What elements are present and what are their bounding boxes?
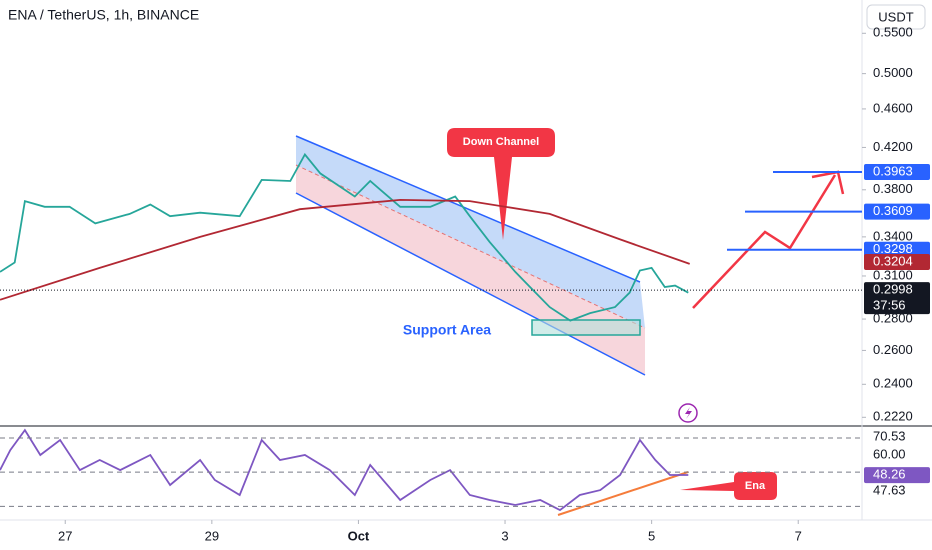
y-tick-label: 0.4600 xyxy=(873,100,913,115)
level-tag-bg xyxy=(864,164,930,181)
ma-tag: 0.3204 xyxy=(873,253,913,268)
y-tick-label: 0.2400 xyxy=(873,376,913,391)
projection-arrow xyxy=(692,174,837,309)
arrow-head xyxy=(811,170,845,195)
x-tick-label: 3 xyxy=(501,528,508,543)
rsi-tag: 60.00 xyxy=(873,446,906,461)
currency-label[interactable]: USDT xyxy=(878,9,913,24)
x-tick-label: Oct xyxy=(348,528,370,543)
callout-box xyxy=(447,128,555,240)
event-icon-bolt xyxy=(685,407,692,419)
last-price: 0.2998 xyxy=(873,282,913,297)
chart-title: ENA / TetherUS, 1h, BINANCE xyxy=(8,7,199,23)
x-tick-label: 29 xyxy=(205,528,219,543)
y-tick-label: 0.5500 xyxy=(873,25,913,40)
x-tick-label: 27 xyxy=(58,528,72,543)
series-line xyxy=(0,428,689,512)
countdown: 37:56 xyxy=(873,298,906,313)
channel-upper xyxy=(296,136,645,328)
y-tick-label: 0.3400 xyxy=(873,228,913,243)
y-tick-label: 0.4200 xyxy=(873,139,913,154)
level-tag-bg xyxy=(864,203,930,220)
callout-box xyxy=(680,472,777,500)
event-icon[interactable] xyxy=(678,403,698,423)
y-tick-label: 0.2220 xyxy=(873,409,913,424)
rsi-tag: 48.26 xyxy=(873,467,906,482)
y-tick-label: 0.5000 xyxy=(873,65,913,80)
rsi-tag-bg xyxy=(864,467,930,484)
support-box xyxy=(531,319,641,336)
channel-top xyxy=(295,135,641,283)
channel-bottom xyxy=(295,192,646,376)
level-tag-bg xyxy=(864,241,930,258)
rsi-tag: 47.63 xyxy=(873,483,906,498)
annotation: Ena xyxy=(745,480,766,492)
ma-tag-bg xyxy=(864,254,930,271)
annotation: Down Channel xyxy=(463,136,539,148)
y-tick-label: 0.3100 xyxy=(873,267,913,282)
x-tick-label: 5 xyxy=(648,528,655,543)
level-tag: 0.3963 xyxy=(873,163,913,178)
x-tick-label: 7 xyxy=(795,528,802,543)
series-line xyxy=(0,152,689,322)
y-tick-label: 0.2800 xyxy=(873,310,913,325)
currency-button[interactable] xyxy=(866,4,926,30)
annotation: Support Area xyxy=(403,322,491,338)
level-tag: 0.3609 xyxy=(873,203,913,218)
channel-mid xyxy=(295,164,646,329)
level-tag: 0.3298 xyxy=(873,241,913,256)
last-price-bg xyxy=(864,282,930,315)
series-line xyxy=(0,198,690,301)
y-tick-label: 0.2600 xyxy=(873,342,913,357)
trend-line xyxy=(557,471,689,516)
rsi-tag: 70.53 xyxy=(873,428,906,443)
y-tick-label: 0.3800 xyxy=(873,181,913,196)
